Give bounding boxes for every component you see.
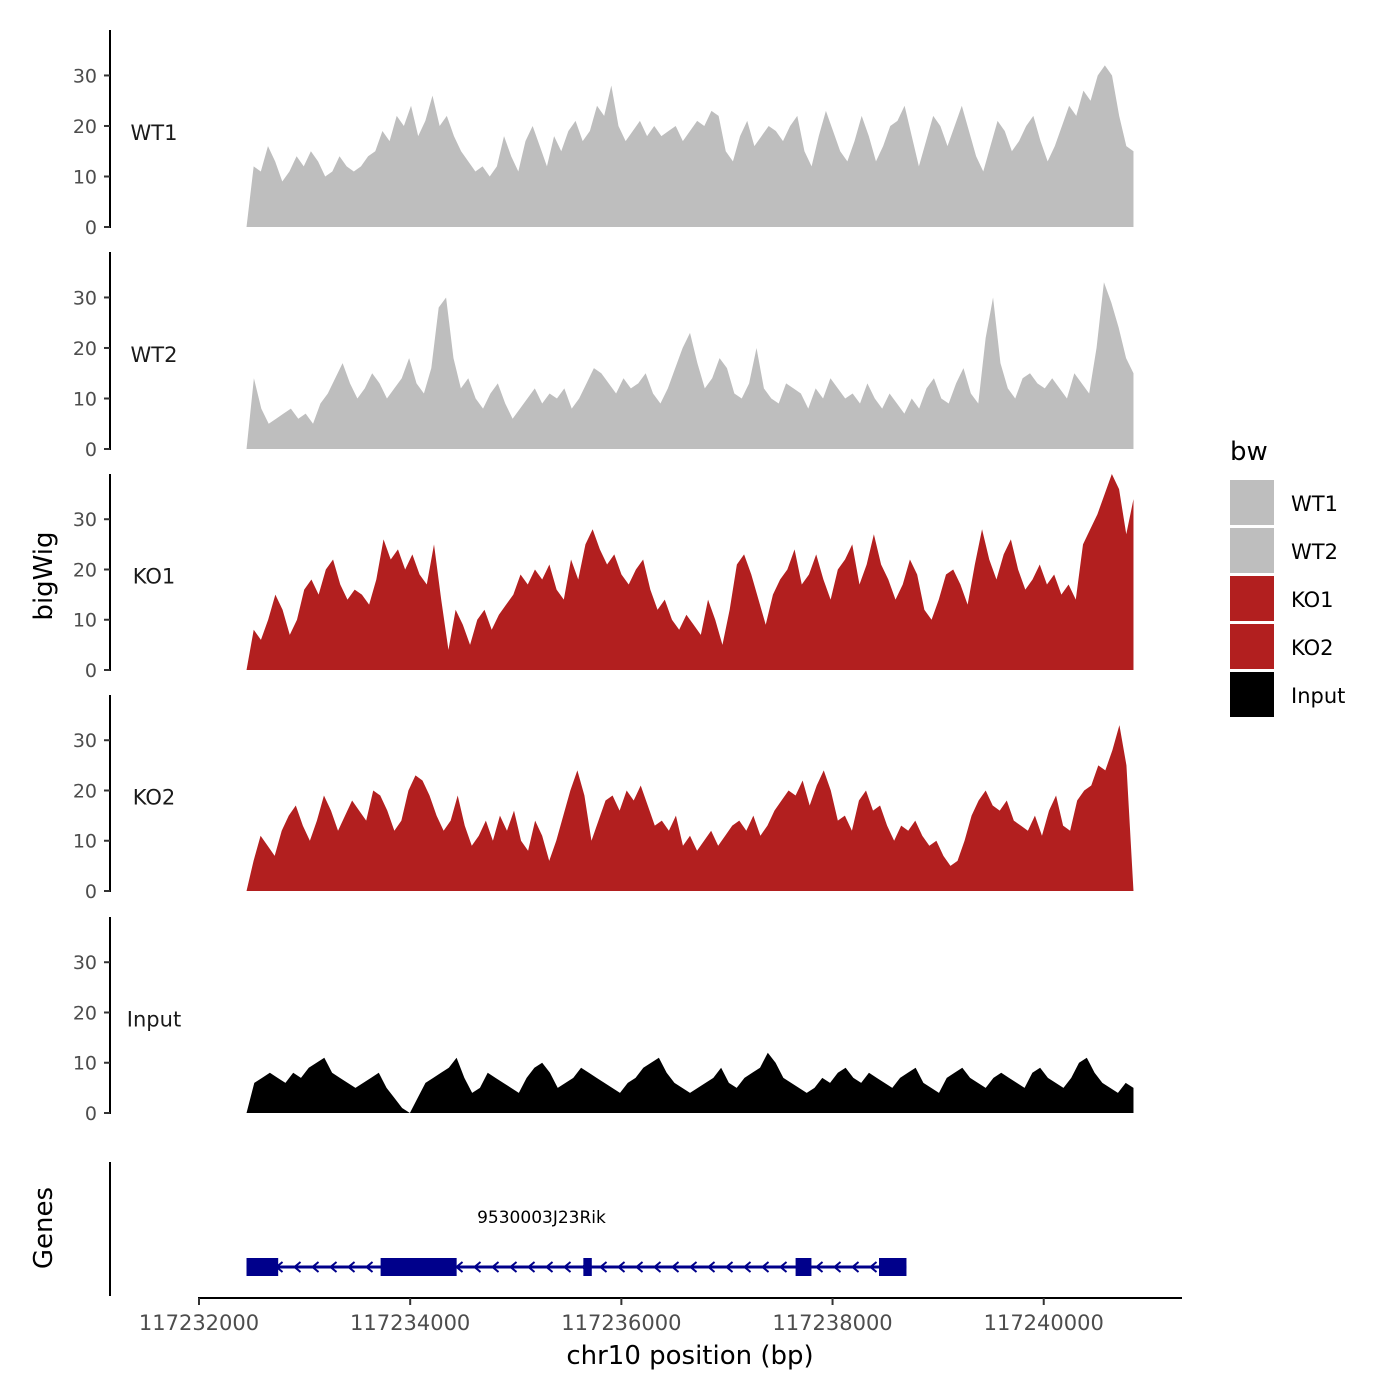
track-ko2: 0 10 20 30 KO2 <box>73 695 1134 903</box>
strand-arrow <box>868 1261 878 1273</box>
y-tick-label: 30 <box>73 509 97 531</box>
legend-entry-wt2: WT2 <box>1230 528 1338 573</box>
legend-title: bw <box>1230 437 1268 467</box>
strand-arrow <box>616 1261 626 1273</box>
strand-arrow <box>688 1261 698 1273</box>
strand-arrow <box>634 1261 644 1273</box>
strand-arrow <box>814 1261 824 1273</box>
strand-arrow <box>328 1261 338 1273</box>
legend-entry-ko1: KO1 <box>1230 576 1334 621</box>
legend-entry-input: Input <box>1230 672 1345 717</box>
y-tick-label: 30 <box>73 287 97 309</box>
y-tick-label: 0 <box>85 881 97 903</box>
y-tick-label: 0 <box>85 439 97 461</box>
strand-arrow <box>310 1261 320 1273</box>
strand-arrow <box>850 1261 860 1273</box>
track-wt1: 0 10 20 30 WT1 <box>73 30 1134 239</box>
legend-label-ko1: KO1 <box>1291 588 1334 612</box>
strand-arrow <box>292 1261 302 1273</box>
y-tick-label: 30 <box>73 65 97 87</box>
gene-exon <box>583 1258 592 1276</box>
x-tick-label: 117238000 <box>772 1311 892 1335</box>
track-wt2: 0 10 20 30 WT2 <box>73 252 1134 461</box>
strand-arrow <box>724 1261 734 1273</box>
x-tick-label: 117236000 <box>561 1311 681 1335</box>
legend-swatch-wt2 <box>1230 528 1274 573</box>
legend-swatch-input <box>1230 672 1274 717</box>
signal-tracks: 0 10 20 30 WT1 0 10 20 30 WT2 0 10 20 30 KO1 0 10 20 30 KO2… <box>73 30 1134 1125</box>
y-tick-label: 10 <box>73 166 97 188</box>
gene-exon <box>246 1258 279 1276</box>
legend-swatch-ko1 <box>1230 576 1274 621</box>
strand-arrow <box>760 1261 770 1273</box>
legend-swatch-ko2 <box>1230 624 1274 669</box>
strand-arrow <box>508 1261 518 1273</box>
track-label-ko2: KO2 <box>133 785 176 809</box>
strand-arrow <box>562 1261 572 1273</box>
y-tick-label: 30 <box>73 730 97 752</box>
area-input <box>246 1052 1134 1113</box>
genes-label: Genes <box>29 1187 59 1269</box>
gene-exon <box>879 1258 907 1276</box>
y-tick-label: 0 <box>85 217 97 239</box>
strand-arrow <box>652 1261 662 1273</box>
x-tick-label: 117234000 <box>350 1311 470 1335</box>
track-label-wt2: WT2 <box>131 343 178 367</box>
track-ko1: 0 10 20 30 KO1 <box>73 474 1134 682</box>
strand-arrow <box>472 1261 482 1273</box>
y-tick-label: 10 <box>73 610 97 632</box>
y-tick-label: 20 <box>73 559 97 581</box>
strand-arrow <box>544 1261 554 1273</box>
legend-label-ko2: KO2 <box>1291 636 1334 660</box>
legend-swatch-wt1 <box>1230 480 1274 525</box>
legend-entry-ko2: KO2 <box>1230 624 1334 669</box>
x-axis: 117232000 117234000 117236000 117238000 1172… <box>139 1297 1182 1371</box>
y-tick-label: 10 <box>73 1053 97 1075</box>
strand-arrow <box>706 1261 716 1273</box>
y-tick-label: 0 <box>85 660 97 682</box>
legend-label-wt2: WT2 <box>1291 540 1338 564</box>
strand-arrow <box>364 1261 374 1273</box>
y-tick-label: 10 <box>73 831 97 853</box>
y-tick-label: 20 <box>73 780 97 802</box>
track-label-ko1: KO1 <box>133 564 176 588</box>
strand-arrow <box>346 1261 356 1273</box>
gene-9530003j23rik: 9530003J23Rik <box>246 1208 907 1276</box>
legend: bw WT1 WT2 KO1 KO2 Input <box>1230 437 1345 717</box>
y-tick-label: 10 <box>73 388 97 410</box>
track-input: 0 10 20 30 Input <box>73 917 1134 1125</box>
gene-track: 9530003J23Rik <box>109 1162 907 1296</box>
area-wt2 <box>246 282 1134 449</box>
strand-arrow <box>778 1261 788 1273</box>
strand-arrow <box>526 1261 536 1273</box>
x-tick-label: 117232000 <box>139 1311 259 1335</box>
strand-arrow <box>670 1261 680 1273</box>
strand-arrow <box>742 1261 752 1273</box>
gene-name-label: 9530003J23Rik <box>477 1208 606 1228</box>
legend-label-input: Input <box>1291 684 1345 708</box>
strand-arrow <box>490 1261 500 1273</box>
gene-exon <box>795 1258 812 1276</box>
track-label-input: Input <box>127 1007 181 1031</box>
y-tick-label: 20 <box>73 338 97 360</box>
area-wt1 <box>246 65 1134 227</box>
y-tick-label: 0 <box>85 1103 97 1125</box>
strand-arrow <box>832 1261 842 1273</box>
track-label-wt1: WT1 <box>131 121 178 145</box>
y-axis-label: bigWig <box>29 531 59 620</box>
y-tick-label: 20 <box>73 1002 97 1024</box>
y-tick-label: 30 <box>73 952 97 974</box>
area-ko1 <box>246 474 1134 670</box>
x-axis-label: chr10 position (bp) <box>566 1341 813 1371</box>
area-ko2 <box>246 725 1134 891</box>
y-tick-label: 20 <box>73 116 97 138</box>
gene-exon <box>380 1258 457 1276</box>
strand-arrow <box>598 1261 608 1273</box>
legend-label-wt1: WT1 <box>1291 492 1338 516</box>
x-tick-label: 117240000 <box>984 1311 1104 1335</box>
legend-entry-wt1: WT1 <box>1230 480 1338 525</box>
